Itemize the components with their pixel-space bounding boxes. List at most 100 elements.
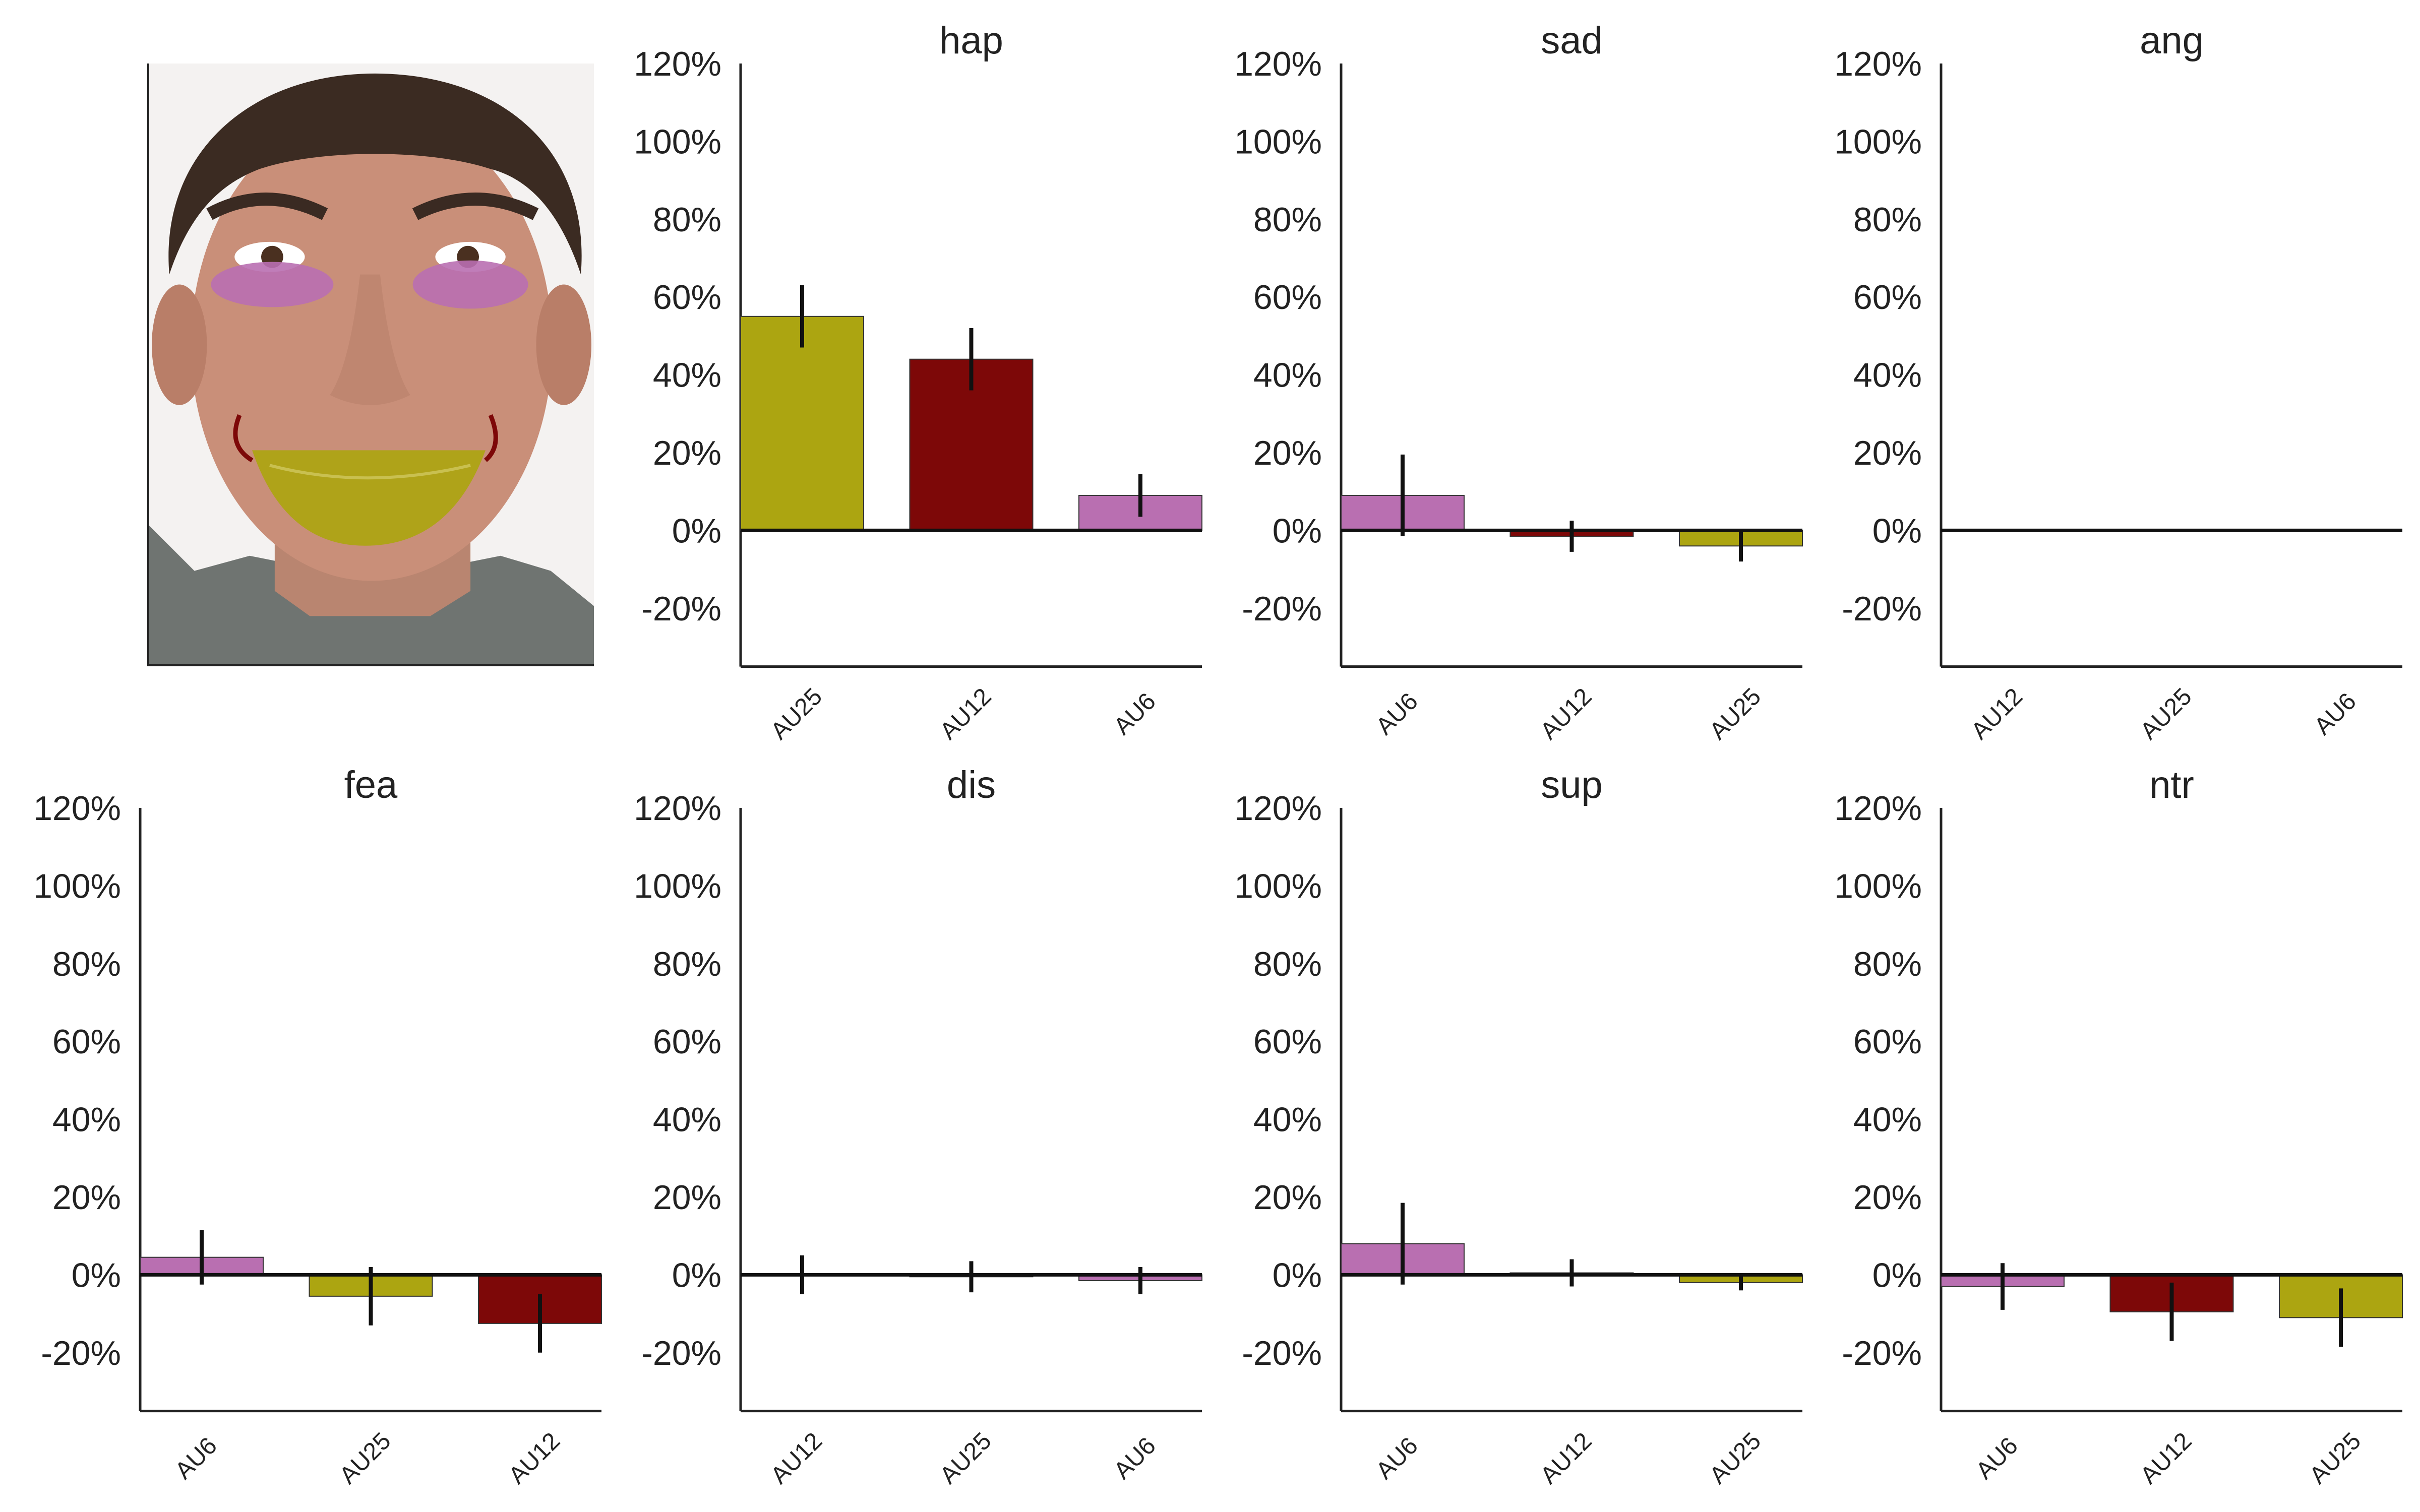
chart-title: hap (939, 19, 1003, 62)
y-tick-label: 20% (653, 1178, 721, 1217)
y-tick-label: 80% (52, 945, 121, 983)
y-tick-label: 80% (1253, 945, 1322, 983)
y-tick-label: 40% (1853, 1101, 1922, 1139)
left-cheek-highlight (211, 262, 334, 307)
y-tick-label: 0% (1872, 512, 1922, 550)
y-tick-label: 100% (33, 867, 121, 905)
y-tick-label: -20% (641, 590, 721, 628)
x-tick-label: AU12 (1966, 683, 2028, 744)
chart-panel-fea: fea 120% 100% 80% 60% 40% 20% 0% -20% AU6 AU25 AU12 (33, 764, 602, 1489)
y-tick-label: 40% (1253, 356, 1322, 395)
y-tick-label: 20% (1253, 434, 1322, 472)
x-tick-label: AU6 (1371, 688, 1423, 740)
y-tick-label: 120% (634, 789, 721, 828)
y-tick-label: 0% (1273, 512, 1322, 550)
face-illustration (149, 64, 594, 664)
chart-panel-sup: sup 120% 100% 80% 60% 40% 20% 0% -20% AU6 AU12 AU25 (1234, 764, 1803, 1489)
y-tick-label: 80% (653, 201, 721, 239)
chart-title: ang (2140, 19, 2204, 62)
y-tick-label: 0% (1872, 1256, 1922, 1294)
chart-title: sad (1541, 19, 1603, 62)
y-tick-label: 120% (1234, 45, 1322, 83)
y-tick-label: 0% (72, 1256, 121, 1294)
y-tick-label: -20% (1242, 1334, 1322, 1372)
left-dimple-mark (233, 414, 254, 463)
y-tick-label: 60% (1253, 1023, 1322, 1061)
y-tick-label: 0% (672, 512, 721, 550)
y-tick-label: 100% (1834, 122, 1922, 161)
y-tick-label: 20% (653, 434, 721, 472)
left-ear (151, 284, 207, 405)
y-tick-label: 120% (1834, 789, 1922, 828)
y-tick-label: 20% (1853, 434, 1922, 472)
x-tick-label: AU25 (1705, 683, 1766, 744)
y-tick-label: 40% (1853, 356, 1922, 395)
y-tick-label: 80% (653, 945, 721, 983)
chart-panel-dis: dis 120% 100% 80% 60% 40% 20% 0% -20% AU12 AU25 AU6 (634, 764, 1202, 1489)
x-tick-label: AU25 (334, 1427, 396, 1489)
y-tick-label: 20% (1853, 1178, 1922, 1217)
face-photo (147, 64, 594, 666)
chart-title: ntr (2149, 764, 2194, 806)
y-tick-label: 40% (52, 1101, 121, 1139)
y-tick-label: -20% (41, 1334, 121, 1372)
y-tick-label: 120% (1834, 45, 1922, 83)
chart-title: fea (344, 764, 398, 806)
x-tick-label: AU6 (1109, 1432, 1161, 1485)
right-eyebrow (412, 193, 539, 220)
y-tick-label: -20% (1242, 590, 1322, 628)
teeth-line (269, 464, 471, 480)
chart-panel-ang: ang 120% 100% 80% 60% 40% 20% 0% -20% AU12 AU25 AU6 (1834, 19, 2402, 745)
right-cheek-highlight (412, 260, 528, 309)
y-tick-label: 60% (653, 1023, 721, 1061)
y-tick-label: 60% (1253, 278, 1322, 317)
y-tick-label: 40% (653, 356, 721, 395)
y-tick-label: 80% (1853, 945, 1922, 983)
y-tick-label: 120% (634, 45, 721, 83)
y-tick-label: 100% (1834, 867, 1922, 905)
y-tick-label: 0% (1273, 1256, 1322, 1294)
y-tick-label: 60% (52, 1023, 121, 1061)
x-tick-label: AU25 (2305, 1427, 2366, 1489)
y-tick-label: -20% (641, 1334, 721, 1372)
x-tick-label: AU6 (170, 1432, 222, 1485)
x-tick-label: AU12 (766, 1427, 827, 1489)
y-tick-label: 120% (33, 789, 121, 828)
y-tick-label: 80% (1253, 201, 1322, 239)
x-tick-label: AU6 (1371, 1432, 1423, 1485)
right-ear (536, 284, 592, 405)
chart-title: sup (1541, 764, 1603, 806)
right-dimple-mark (483, 414, 498, 462)
nose (330, 274, 410, 405)
x-tick-label: AU6 (2309, 688, 2362, 740)
y-tick-label: 80% (1853, 201, 1922, 239)
x-tick-label: AU12 (2135, 1427, 2197, 1489)
x-tick-label: AU12 (504, 1427, 565, 1489)
y-tick-label: 40% (1253, 1101, 1322, 1139)
y-tick-label: -20% (1842, 1334, 1922, 1372)
y-tick-label: -20% (1842, 590, 1922, 628)
chart-title: dis (947, 764, 996, 806)
y-tick-label: 100% (1234, 122, 1322, 161)
y-tick-label: 100% (634, 122, 721, 161)
x-tick-label: AU25 (2135, 683, 2197, 744)
x-tick-label: AU6 (1109, 688, 1161, 740)
y-tick-label: 120% (1234, 789, 1322, 828)
x-tick-label: AU6 (1971, 1432, 2023, 1485)
x-tick-label: AU25 (766, 683, 827, 744)
x-tick-label: AU12 (935, 683, 996, 744)
y-tick-label: 20% (1253, 1178, 1322, 1217)
y-tick-label: 60% (653, 278, 721, 317)
x-tick-label: AU12 (1535, 1427, 1597, 1489)
chart-panel-ntr: ntr 120% 100% 80% 60% 40% 20% 0% -20% AU6 AU12 AU25 (1834, 764, 2403, 1489)
x-tick-label: AU25 (1705, 1427, 1766, 1489)
chart-panel-hap: hap 120% 100% 80% 60% 40% 20% 0% -20% AU25 AU12 AU6 (634, 19, 1202, 745)
y-tick-label: 0% (672, 1256, 721, 1294)
y-tick-label: 100% (634, 867, 721, 905)
x-tick-label: AU25 (935, 1427, 996, 1489)
y-tick-label: 100% (1234, 867, 1322, 905)
x-tick-label: AU12 (1535, 683, 1597, 744)
y-tick-label: 60% (1853, 1023, 1922, 1061)
